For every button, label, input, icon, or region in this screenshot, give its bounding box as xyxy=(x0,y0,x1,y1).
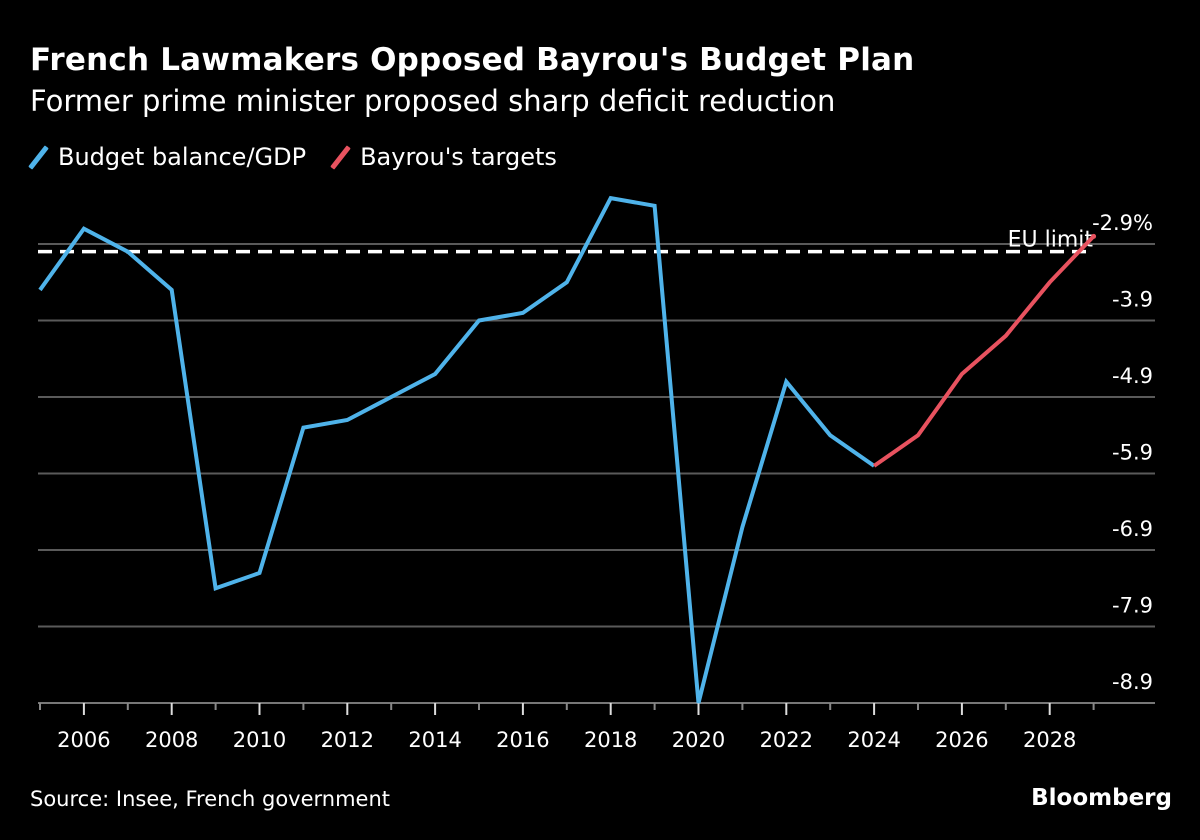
budget-balance-line xyxy=(38,195,876,704)
x-tick-label: 2026 xyxy=(935,728,988,752)
y-tick-label: -6.9 xyxy=(1112,517,1153,541)
source-note: Source: Insee, French government xyxy=(30,787,391,811)
eu-limit-label: EU limit xyxy=(1008,228,1094,253)
y-tick-label: -4.9 xyxy=(1112,364,1153,388)
bayrou-target-end-dot xyxy=(1091,233,1097,239)
y-tick-label: -5.9 xyxy=(1112,441,1153,465)
x-tick-label: 2020 xyxy=(672,728,725,752)
y-tick-label: -2.9% xyxy=(1092,211,1153,235)
legend-label: Budget balance/GDP xyxy=(58,143,307,171)
x-tick-label: 2014 xyxy=(408,728,461,752)
y-tick-label: -8.9 xyxy=(1112,670,1153,694)
legend: Budget balance/GDP Bayrou's targets xyxy=(30,143,583,171)
y-tick-label: -3.9 xyxy=(1112,288,1153,312)
x-tick-label: 2022 xyxy=(760,728,813,752)
bloomberg-logo: Bloomberg xyxy=(1031,785,1172,811)
x-tick-label: 2008 xyxy=(145,728,198,752)
x-tick-label: 2006 xyxy=(57,728,110,752)
x-tick-label: 2012 xyxy=(321,728,374,752)
chart-title: French Lawmakers Opposed Bayrou's Budget… xyxy=(30,42,915,78)
x-tick-label: 2024 xyxy=(847,728,900,752)
legend-item-bayrou-targets: Bayrou's targets xyxy=(332,143,557,171)
legend-item-budget-balance: Budget balance/GDP xyxy=(30,143,306,171)
x-tick-label: 2028 xyxy=(1023,728,1076,752)
y-tick-label: -7.9 xyxy=(1112,594,1153,618)
bayrou-targets-line xyxy=(872,234,1096,468)
chart-subtitle: Former prime minister proposed sharp def… xyxy=(30,84,836,118)
x-tick-label: 2018 xyxy=(584,728,637,752)
legend-label: Bayrou's targets xyxy=(360,143,557,171)
x-tick-label: 2010 xyxy=(233,728,286,752)
x-tick-label: 2016 xyxy=(496,728,549,752)
